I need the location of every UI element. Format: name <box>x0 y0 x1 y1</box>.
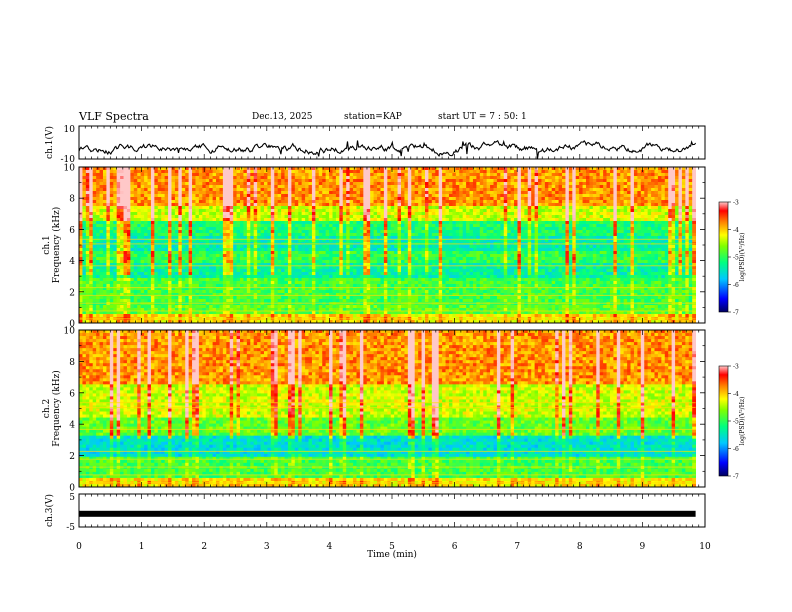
colorbar-tick-label: -4 <box>733 391 739 398</box>
ytick-label-ch1-spectrogram: 0 <box>69 320 75 330</box>
colorbar-tick-label: -7 <box>733 474 739 481</box>
xtick-label: 4 <box>327 542 333 552</box>
colorbar-tick-label: -5 <box>733 419 739 426</box>
ch3-signal-line <box>79 510 696 517</box>
xtick-label: 0 <box>76 542 82 552</box>
colorbar-tick-label: -3 <box>733 200 739 207</box>
ylabel-ch2-spectrogram: Frequency (kHz) <box>51 370 62 447</box>
ytick-label-ch1-voltage: -10 <box>61 155 76 165</box>
ytick-label-ch2-spectrogram: 4 <box>69 421 75 431</box>
spectrogram-ch1 <box>79 167 697 324</box>
ytick-label-ch1-spectrogram: 10 <box>64 164 76 174</box>
colorbar-tick-label: -5 <box>733 255 739 262</box>
ytick-label-ch2-spectrogram: 8 <box>69 358 75 368</box>
colorbar-label: log(PSD)(V²/Hz) <box>739 233 746 282</box>
colorbar-tick-label: -3 <box>733 364 739 371</box>
colorbar-ch2-spectrogram <box>718 365 729 477</box>
date-label: Dec.13, 2025 <box>252 112 313 122</box>
ylabel-ch1-voltage: ch.1(V) <box>44 126 55 159</box>
colorbar-ch1-spectrogram <box>718 201 729 313</box>
xtick-label: 5 <box>389 542 395 552</box>
ytick-label-ch1-spectrogram: 8 <box>69 195 75 205</box>
ytick-label-ch1-spectrogram: 2 <box>69 288 75 298</box>
ytick-label-ch3-voltage: -5 <box>66 523 75 533</box>
ylabel-ch1-spectrogram: Frequency (kHz) <box>51 207 62 284</box>
ytick-label-ch3-voltage: 5 <box>69 493 75 503</box>
colorbar-tick-label: -6 <box>733 282 739 289</box>
xaxis-label: Time (min) <box>367 549 417 560</box>
ytick-label-ch2-spectrogram: 2 <box>69 452 75 462</box>
xtick-label: 1 <box>139 542 145 552</box>
xtick-label: 2 <box>201 542 207 552</box>
xtick-label: 3 <box>264 542 270 552</box>
ylabel-ch2-spectrogram: ch.2 <box>42 399 52 418</box>
ytick-label-ch2-spectrogram: 6 <box>69 389 75 399</box>
colorbar-tick-label: -4 <box>733 227 739 234</box>
ytick-label-ch1-spectrogram: 6 <box>69 226 75 236</box>
xtick-label: 7 <box>514 542 520 552</box>
colorbar-tick-label: -7 <box>733 310 739 317</box>
spectrogram-ch2 <box>79 330 697 488</box>
colorbar-label: log(PSD)(V²/Hz) <box>739 397 746 446</box>
start-time-label: start UT = 7 : 50: 1 <box>438 112 527 122</box>
xtick-label: 8 <box>577 542 583 552</box>
ytick-label-ch2-spectrogram: 10 <box>64 327 76 337</box>
ylabel-ch1-spectrogram: ch.1 <box>42 235 52 254</box>
xtick-label: 9 <box>640 542 646 552</box>
ytick-label-ch1-spectrogram: 4 <box>69 257 75 267</box>
ch1-waveform-line <box>78 139 697 159</box>
xtick-label: 6 <box>452 542 458 552</box>
station-label: station=KAP <box>344 112 402 122</box>
xtick-label: 10 <box>699 542 711 552</box>
ylabel-ch3-voltage: ch.3(V) <box>44 494 55 527</box>
chart-title: VLF Spectra <box>79 110 149 123</box>
ytick-label-ch1-voltage: 10 <box>64 125 76 135</box>
colorbar-tick-label: -6 <box>733 446 739 453</box>
ytick-label-ch2-spectrogram: 0 <box>69 484 75 494</box>
